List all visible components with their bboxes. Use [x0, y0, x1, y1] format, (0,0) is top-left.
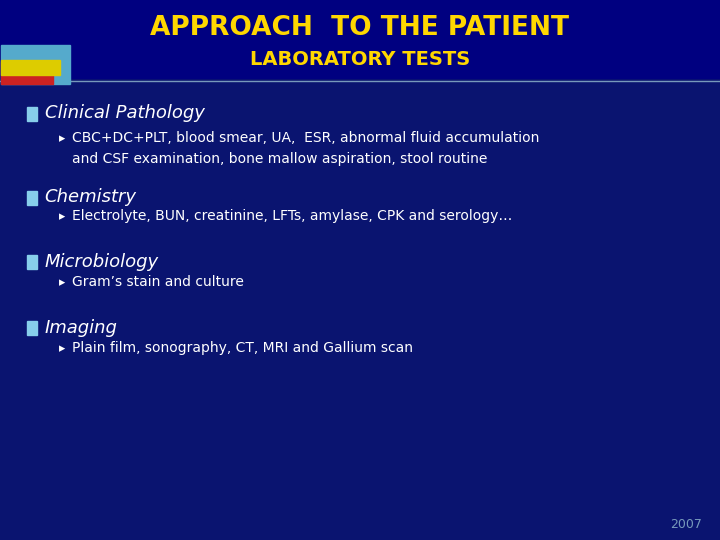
Bar: [27, 107, 37, 121]
Bar: [1, 45, 70, 84]
Text: Chemistry: Chemistry: [45, 188, 137, 206]
Text: ▸: ▸: [59, 342, 66, 355]
Text: CBC+DC+PLT, blood smear, UA,  ESR, abnormal fluid accumulation: CBC+DC+PLT, blood smear, UA, ESR, abnorm…: [72, 131, 539, 145]
Text: ▸: ▸: [59, 276, 66, 289]
Text: Clinical Pathology: Clinical Pathology: [45, 104, 204, 123]
Text: Microbiology: Microbiology: [45, 253, 159, 271]
Text: APPROACH  TO THE PATIENT: APPROACH TO THE PATIENT: [150, 15, 570, 41]
Text: and CSF examination, bone mallow aspiration, stool routine: and CSF examination, bone mallow aspirat…: [72, 152, 487, 166]
Text: Plain film, sonography, CT, MRI and Gallium scan: Plain film, sonography, CT, MRI and Gall…: [72, 341, 413, 355]
Bar: [27, 191, 37, 205]
Bar: [1, 62, 53, 84]
Bar: [27, 321, 37, 335]
Text: ▸: ▸: [59, 211, 66, 224]
Text: 2007: 2007: [670, 518, 702, 531]
Bar: [27, 255, 37, 269]
Text: Gram’s stain and culture: Gram’s stain and culture: [72, 275, 244, 289]
Text: LABORATORY TESTS: LABORATORY TESTS: [250, 50, 470, 69]
Text: Imaging: Imaging: [45, 319, 117, 337]
Text: Electrolyte, BUN, creatinine, LFTs, amylase, CPK and serology…: Electrolyte, BUN, creatinine, LFTs, amyl…: [72, 209, 513, 223]
Bar: [0, 0, 720, 78]
Text: ▸: ▸: [59, 132, 66, 145]
Bar: [1, 60, 60, 75]
